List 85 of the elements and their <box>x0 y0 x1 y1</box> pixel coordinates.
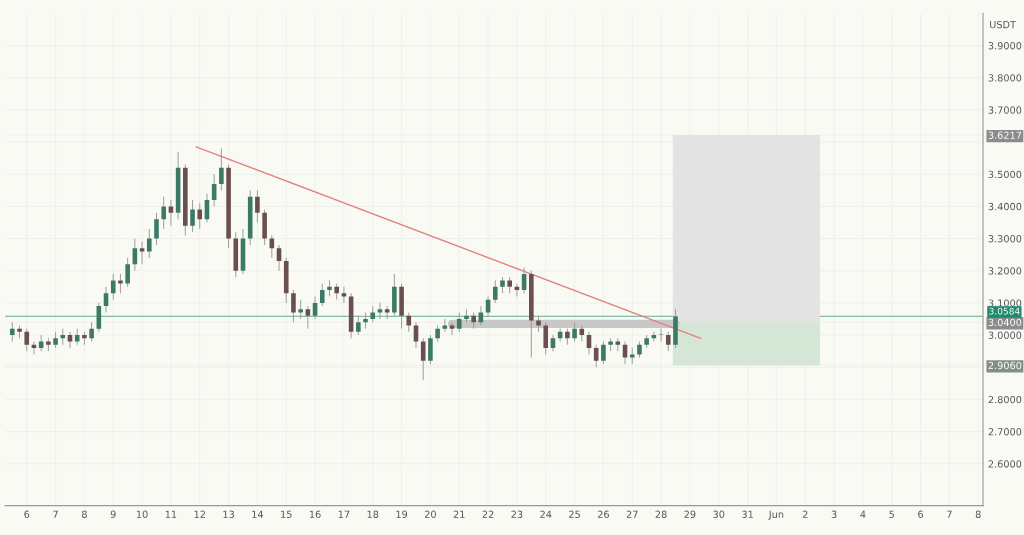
x-tick-label: 18 <box>367 510 379 518</box>
x-tick-label: 3 <box>831 510 837 518</box>
ref-line-label: 3.0584 <box>989 307 1020 315</box>
y-tick-label: 3.5000 <box>988 170 1022 179</box>
y-tick-label: 2.8000 <box>988 395 1022 404</box>
y-tick-label: 3.0000 <box>988 331 1022 339</box>
x-tick-label: 26 <box>597 510 609 518</box>
y-tick-label: 3.1000 <box>988 299 1022 307</box>
x-tick-label: 11 <box>165 510 177 518</box>
candlestick <box>449 321 455 336</box>
candlestick <box>219 148 224 191</box>
x-tick-label: 15 <box>281 510 292 518</box>
candlestick <box>118 273 123 294</box>
y-tick-label: 2.9060 <box>988 361 1022 370</box>
x-tick-label: 24 <box>540 510 552 518</box>
x-tick-label: 27 <box>626 510 638 518</box>
x-tick-label: 22 <box>482 510 494 518</box>
candlestick <box>356 315 361 336</box>
candlestick <box>543 321 549 355</box>
x-tick-label: Jun <box>768 510 784 520</box>
y-tick-label: 3.4000 <box>988 202 1022 211</box>
candlestick <box>298 299 303 320</box>
candlestick <box>413 321 419 349</box>
y-tick-label: 2.7000 <box>988 428 1022 436</box>
x-tick-label: 7 <box>947 510 952 518</box>
y-tick-label: 3.8000 <box>988 74 1022 82</box>
x-tick-label: 30 <box>713 510 725 518</box>
candlestick <box>67 331 73 349</box>
x-tick-label: 12 <box>194 510 205 518</box>
y-tick-label: 3.0400 <box>988 318 1022 327</box>
candlestick <box>125 257 130 288</box>
candlestick <box>197 202 203 230</box>
candlestick <box>190 199 195 233</box>
x-tick-label: 14 <box>252 510 264 518</box>
x-tick-label: 4 <box>860 510 866 518</box>
y-tick-label: 3.2000 <box>988 267 1022 275</box>
y-tick-label: 3.3000 <box>988 235 1022 243</box>
candlestick <box>168 199 174 227</box>
x-tick-label: 10 <box>136 510 148 518</box>
candlestick <box>377 302 383 320</box>
candlestick <box>305 305 311 330</box>
candlestick <box>593 344 599 368</box>
x-tick-label: 20 <box>424 510 436 518</box>
x-tick-label: 31 <box>742 510 753 518</box>
x-tick-label: 23 <box>511 510 523 518</box>
y-tick-label: 3.7000 <box>988 106 1022 114</box>
candlestick <box>665 331 671 352</box>
candlestick <box>428 334 433 365</box>
candlestick <box>89 321 94 342</box>
x-tick-label: 6 <box>24 510 30 518</box>
y-tick-label: 3.9000 <box>988 42 1022 50</box>
y-axis-title: USDT <box>990 20 1016 29</box>
candlestick <box>146 228 152 259</box>
x-tick-label: 17 <box>338 510 350 518</box>
x-tick-label: 16 <box>309 510 321 518</box>
candlestick <box>161 196 167 230</box>
x-tick-label: 6 <box>918 510 924 518</box>
candlestick <box>601 341 606 365</box>
x-tick-label: 25 <box>569 510 580 518</box>
candlestick <box>406 312 412 333</box>
candlestick <box>10 321 15 342</box>
candlestick <box>658 328 664 342</box>
x-tick-label: 9 <box>110 510 116 518</box>
candlestick <box>110 273 116 301</box>
candlestick <box>420 337 426 381</box>
candlestick <box>572 321 577 342</box>
candlestick <box>492 279 498 304</box>
y-tick-label: 3.6217 <box>988 131 1022 139</box>
x-tick-label: 8 <box>81 510 87 518</box>
x-tick-label: 7 <box>53 510 58 518</box>
candlestick <box>291 289 296 323</box>
x-tick-label: 29 <box>684 510 696 518</box>
candlestick <box>24 328 30 352</box>
candlestick <box>255 189 260 223</box>
candlestick <box>319 283 325 307</box>
y-tick-label: 2.6000 <box>988 460 1022 468</box>
candlestick <box>456 312 462 333</box>
x-tick-label: 13 <box>223 510 234 518</box>
x-tick-label: 21 <box>453 510 465 518</box>
candlestick <box>154 212 159 246</box>
x-tick-label: 19 <box>396 510 408 518</box>
x-tick-label: 2 <box>802 510 808 518</box>
x-tick-label: 5 <box>889 510 894 518</box>
x-tick-label: 28 <box>655 510 667 518</box>
x-tick-label: 8 <box>975 510 981 518</box>
